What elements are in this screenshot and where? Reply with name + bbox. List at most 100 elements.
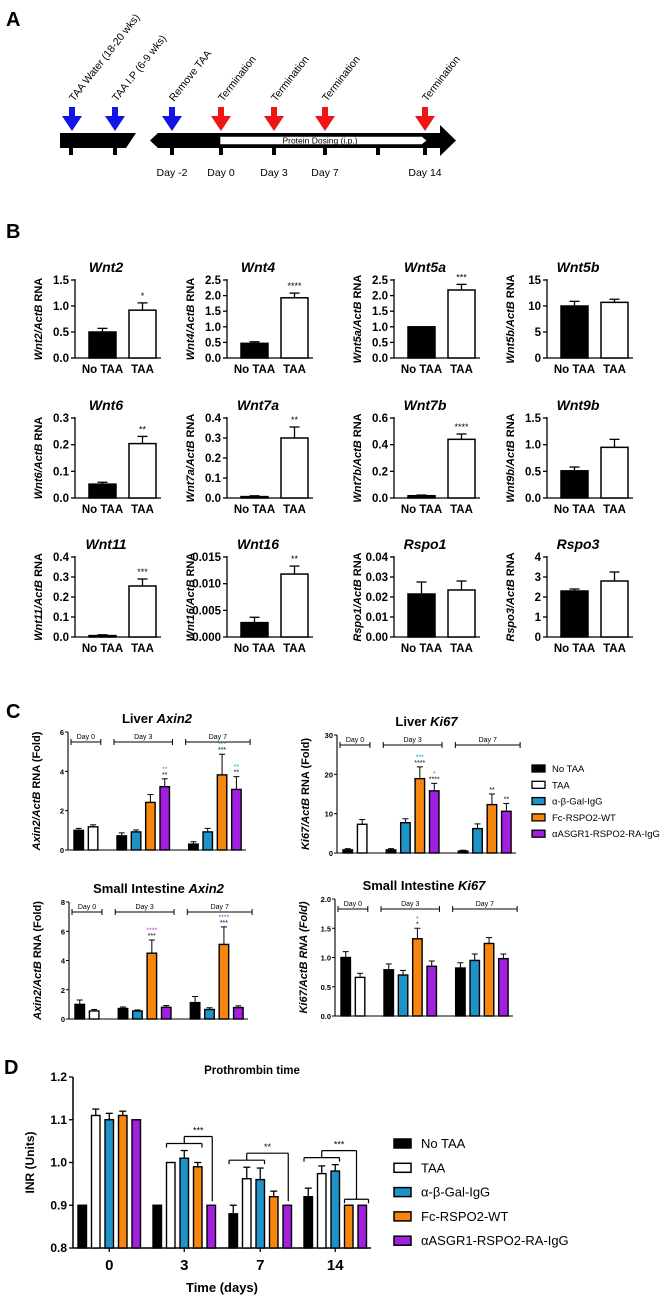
y-axis-label: Axin2/ActB RNA (Fold)	[32, 901, 44, 1021]
y-tick-label: 0.0	[53, 632, 69, 644]
down-arrow-icon	[69, 107, 75, 116]
chart-liver-axin2: Liver Axin2 Axin2/ActB RNA (Fold) 0 2 4 6 Day …	[31, 711, 251, 855]
bar	[187, 843, 199, 851]
chart-title: Wnt7b	[404, 397, 447, 413]
bar-no-taa	[560, 470, 589, 499]
bar-taa	[600, 580, 629, 638]
y-axis-label-unit: RNA (Fold)	[300, 738, 312, 798]
day-label: Day 7	[209, 734, 227, 741]
bar	[204, 1008, 215, 1020]
panel-label-c: C	[6, 701, 20, 723]
y-axis-label-gene: Rspo3/ActB	[505, 579, 517, 641]
significance-label: **	[264, 1142, 272, 1152]
y-tick-label: 0.5	[321, 983, 331, 992]
bar	[228, 1213, 239, 1249]
legend-swatch	[393, 1211, 412, 1222]
chart-wnt7a: Wnt7a Wnt7a/ActB RNA 0.0 0.1 0.2 0.3 0.4 No TAA…	[185, 397, 313, 516]
bar	[472, 827, 483, 854]
bar	[303, 1195, 314, 1249]
bar	[88, 1010, 100, 1020]
bar	[316, 1172, 327, 1249]
bar	[90, 1114, 101, 1249]
significance-label: ****	[414, 760, 425, 767]
tick-mark	[113, 148, 117, 155]
bar-taa	[280, 437, 309, 499]
chart-title: Prothrombin time	[204, 1065, 300, 1077]
x-tick-label: 0	[105, 1257, 113, 1274]
y-tick-label: 0.0	[525, 493, 541, 505]
y-tick-label: 30	[325, 731, 333, 740]
y-tick-label: 0	[329, 849, 333, 858]
bar	[486, 803, 498, 854]
y-tick-label: 0.6	[372, 413, 388, 425]
legend-swatch	[393, 1138, 412, 1149]
legend-item: α-β-Gal-IgG	[531, 797, 603, 808]
bar	[330, 1170, 341, 1249]
significance-label: ***	[220, 920, 228, 927]
significance-label: ***	[193, 1126, 204, 1136]
y-tick-label: 2	[535, 592, 541, 604]
y-tick-label: 0.02	[366, 592, 388, 604]
bar-no-taa	[407, 593, 436, 638]
y-tick-label: 1.0	[525, 440, 541, 452]
bar	[357, 1204, 368, 1249]
y-axis-label-unit: RNA (Fold)	[32, 901, 44, 961]
bar	[397, 974, 409, 1017]
bar-taa	[128, 309, 157, 359]
legend-item: Fc-RSPO2-WT	[393, 1209, 508, 1224]
day-label: Day 0	[207, 167, 235, 179]
tick-mark	[219, 148, 223, 155]
x-category-label: No TAA	[401, 504, 442, 516]
bar	[268, 1195, 279, 1249]
y-axis-label-gene: Wnt16/ActB	[185, 580, 197, 642]
day-label: Day 3	[135, 904, 153, 911]
bar	[131, 1119, 142, 1249]
y-tick-label: 0	[535, 632, 541, 644]
bar-no-taa	[560, 305, 589, 359]
bar	[74, 1003, 86, 1020]
chart-title: Wnt16	[237, 536, 279, 552]
bar-no-taa	[407, 494, 436, 499]
y-tick-label: 1.0	[50, 1156, 67, 1170]
significance-label: ****	[146, 928, 157, 935]
chart-title: Wnt6	[89, 397, 123, 413]
y-tick-label: 1.0	[372, 322, 388, 334]
chart-wnt9b: Wnt9b Wnt9b/ActB RNA 0.0 0.5 1.0 1.5 No TAA TAA	[505, 397, 633, 516]
significance-label: ***	[416, 754, 424, 761]
y-axis-label-gene: Wnt11/ActB	[33, 580, 45, 641]
y-axis-label-unit: RNA (Fold)	[31, 731, 43, 791]
y-tick-label: 1.5	[205, 306, 222, 318]
y-tick-label: 0.2	[53, 440, 69, 452]
down-arrow-icon	[271, 107, 277, 116]
day-label: Day 3	[260, 167, 288, 179]
bar	[179, 1157, 190, 1249]
bar	[385, 849, 397, 854]
bar-taa	[128, 442, 157, 499]
bar	[202, 831, 214, 851]
y-axis-label: Wnt11/ActB RNA	[33, 553, 45, 641]
y-tick-label: 0.5	[205, 337, 222, 349]
bar	[255, 1178, 266, 1249]
y-tick-label: 0.03	[366, 572, 388, 584]
x-tick-label: 7	[256, 1257, 264, 1274]
bar-no-taa	[240, 342, 269, 359]
x-category-label: TAA	[450, 504, 473, 516]
tick-mark	[170, 148, 174, 155]
bar	[230, 788, 242, 851]
y-axis-label: Wnt6/ActB RNA	[33, 417, 45, 500]
y-tick-label: 0.0	[205, 493, 221, 505]
bar	[77, 1204, 88, 1249]
y-axis-label-unit: RNA	[185, 278, 197, 305]
down-arrow-icon	[62, 116, 82, 131]
y-axis-label-gene: Wnt4/ActB	[185, 305, 197, 361]
bar-no-taa	[240, 621, 269, 638]
timeline-event: Termination	[211, 54, 259, 131]
bar-no-taa	[88, 634, 117, 638]
y-axis-label: Ki67/ActB RNA (Fold)	[298, 901, 310, 1013]
y-tick-label: 8	[61, 898, 65, 907]
y-axis-label-unit: RNA	[505, 552, 517, 579]
chart-title: Wnt5b	[557, 259, 600, 275]
significance-label: ***	[456, 272, 467, 282]
y-axis-label-gene: Wnt5b/ActB	[505, 301, 517, 363]
